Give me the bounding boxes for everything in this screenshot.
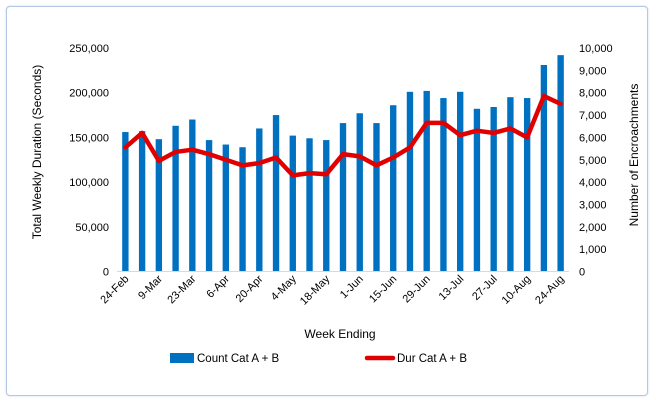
y-left-axis-title: Total Weekly Duration (Seconds) — [30, 65, 44, 240]
x-tick-label-4-May: 4-May — [269, 273, 299, 303]
y-right-tick-label: 9,000 — [579, 65, 607, 77]
x-tick-label-15-Jun: 15-Jun — [367, 273, 399, 305]
bar-2-Mar — [138, 131, 146, 272]
bar-6-Jul — [440, 98, 447, 272]
line-series — [123, 93, 563, 178]
bar-30-Mar — [205, 140, 213, 272]
x-tick-label-9-Mar: 9-Mar — [136, 273, 165, 302]
bar-1-Jun — [356, 113, 363, 272]
legend-label-count: Count Cat A + B — [197, 353, 279, 365]
x-tick-label-1-Jun: 1-Jun — [338, 273, 366, 301]
bar-8-Jun — [373, 123, 380, 272]
y-right-tick-label: 6,000 — [579, 132, 607, 144]
bar-29-Jun — [423, 90, 430, 272]
y-right-axis-title: Number of Encroachments — [627, 84, 641, 227]
bar-9-Mar — [155, 139, 163, 272]
bar-24-Aug — [557, 55, 564, 272]
y-left-tick-label: 150,000 — [69, 132, 109, 144]
y-left-tick-label: 0 — [103, 267, 109, 279]
bar-20-Jul — [473, 108, 481, 272]
y-left-tick-label: 200,000 — [69, 88, 109, 100]
y-right-tick-label: 7,000 — [579, 110, 607, 122]
chart-frame: 0 50,000 100,000 150,000 200,000 250,000 0 1,0… — [6, 6, 648, 396]
legend-label-dur: Dur Cat A + B — [397, 353, 467, 365]
y-right-tick-label: 4,000 — [579, 177, 607, 189]
x-tick-label-18-May: 18-May — [298, 273, 333, 308]
bar-27-Apr — [272, 115, 280, 272]
x-tick-label-6-Apr: 6-Apr — [204, 273, 232, 301]
legend-swatch-count — [170, 353, 194, 363]
x-tick-label-10-Aug: 10-Aug — [500, 273, 534, 307]
y-left-tick-label: 100,000 — [69, 177, 109, 189]
x-tick-label-23-Mar: 23-Mar — [165, 273, 198, 306]
bar-15-Jun — [390, 105, 397, 272]
x-tick-label-13-Jul: 13-Jul — [437, 273, 467, 303]
bar-18-May — [323, 140, 330, 272]
line-dur-cat-ab — [123, 93, 563, 178]
x-tick-label-24-Aug: 24-Aug — [533, 273, 567, 307]
y-left-tick-labels: 0 50,000 100,000 150,000 200,000 250,000 — [69, 43, 109, 279]
bar-13-Apr — [239, 147, 246, 272]
bar-4-May — [289, 135, 296, 272]
bar-series — [122, 55, 564, 272]
bar-10-Aug — [523, 98, 531, 272]
legend: Count Cat A + B Dur Cat A + B — [170, 353, 467, 365]
y-right-tick-label: 5,000 — [579, 155, 607, 167]
x-axis-title: Week Ending — [304, 327, 375, 341]
y-right-tick-labels: 0 1,000 2,000 3,000 4,000 5,000 6,000 7,000 8,00… — [579, 43, 613, 279]
bar-16-Mar — [172, 125, 179, 272]
x-tick-labels: 24-Feb 9-Mar 23-Mar 6-Apr 20-Apr 4-May 18-May 1… — [98, 273, 566, 308]
bar-17-Aug — [540, 64, 548, 272]
y-right-tick-label: 0 — [579, 267, 585, 279]
bar-27-Jul — [490, 107, 497, 272]
bar-22-Jun — [406, 91, 414, 272]
bar-6-Apr — [222, 144, 229, 272]
y-left-tick-label: 50,000 — [75, 222, 109, 234]
bar-24-Feb — [122, 132, 129, 272]
bar-20-Apr — [256, 128, 263, 272]
y-right-tick-label: 1,000 — [579, 244, 607, 256]
x-tick-label-29-Jun: 29-Jun — [401, 273, 433, 305]
y-right-tick-label: 10,000 — [579, 43, 613, 55]
y-right-tick-label: 8,000 — [579, 88, 607, 100]
x-tick-label-20-Apr: 20-Apr — [234, 273, 266, 305]
bar-13-Jul — [457, 91, 464, 272]
bar-23-Mar — [189, 119, 196, 272]
chart-svg: 0 50,000 100,000 150,000 200,000 250,000 0 1,0… — [30, 43, 641, 365]
bar-11-May — [306, 138, 313, 272]
bar-25-May — [339, 123, 347, 272]
y-left-tick-label: 250,000 — [69, 43, 109, 55]
bar-3-Aug — [507, 97, 514, 272]
y-right-tick-label: 2,000 — [579, 222, 607, 234]
x-tick-label-27-Jul: 27-Jul — [470, 273, 500, 303]
y-right-tick-label: 3,000 — [579, 199, 607, 211]
